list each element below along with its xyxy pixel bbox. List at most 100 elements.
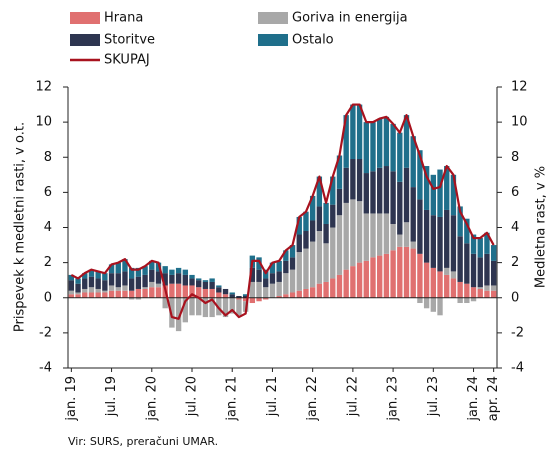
bar: [189, 285, 195, 298]
bar: [202, 280, 209, 282]
bar: [444, 166, 450, 210]
bar: [269, 283, 276, 298]
y2-tick-label: 4: [511, 220, 519, 235]
bar: [363, 260, 369, 298]
bar: [403, 222, 410, 247]
bar: [189, 274, 195, 279]
bar: [269, 262, 276, 274]
bar: [303, 231, 309, 249]
bar: [330, 278, 336, 298]
bar: [296, 234, 302, 253]
bar: [108, 285, 115, 291]
bar: [363, 213, 369, 261]
bar: [75, 283, 81, 293]
bar: [115, 262, 121, 274]
bar: [229, 297, 235, 314]
bar: [457, 236, 463, 282]
bar: [343, 202, 349, 270]
bar: [410, 248, 416, 298]
bar: [377, 255, 383, 298]
bar: [209, 288, 215, 298]
bar: [343, 269, 349, 298]
bar: [383, 116, 390, 167]
bar: [323, 281, 329, 298]
bar: [283, 294, 289, 298]
bar: [256, 257, 262, 270]
bar: [464, 283, 470, 298]
bar: [263, 278, 269, 288]
bar: [175, 283, 182, 298]
bar: [477, 288, 483, 298]
bar: [484, 290, 490, 298]
bar: [135, 267, 142, 277]
bar: [256, 297, 262, 302]
legend-label: Goriva in energija: [292, 11, 408, 26]
bar: [88, 287, 95, 293]
bar: [249, 267, 256, 282]
bar: [135, 288, 142, 298]
bar: [397, 234, 403, 247]
bar: [249, 297, 256, 304]
y2-tick-label: 8: [511, 150, 519, 165]
bar: [196, 297, 202, 316]
bar: [155, 287, 162, 298]
y-tick-label: 10: [35, 115, 52, 130]
bar: [209, 281, 215, 289]
bar: [350, 104, 356, 160]
bar: [350, 159, 356, 200]
x-tick-label: jul. 22: [345, 376, 360, 417]
bar: [88, 292, 95, 298]
bar: [490, 285, 497, 291]
bar: [149, 260, 155, 270]
bar: [82, 278, 88, 289]
bar: [457, 206, 463, 237]
bar: [175, 297, 182, 332]
x-tick-label: jan. 19: [64, 376, 79, 422]
bar: [430, 174, 437, 216]
bar: [316, 176, 323, 207]
y2-tick-label: 10: [511, 115, 528, 130]
bar: [390, 223, 396, 251]
bar: [82, 288, 88, 293]
y2-tick-label: -4: [511, 361, 524, 376]
bar: [417, 199, 423, 254]
bar: [242, 295, 249, 298]
bar: [236, 299, 242, 316]
bar: [68, 290, 75, 295]
y-tick-label: -4: [39, 361, 52, 376]
bar: [477, 257, 483, 288]
bar: [95, 288, 101, 293]
y2-tick-label: 0: [511, 290, 519, 305]
x-tick-label: jan. 24: [466, 376, 481, 422]
bar: [75, 292, 81, 295]
x-tick-label: jul. 19: [104, 376, 119, 417]
y2-tick-label: -2: [511, 325, 524, 340]
bar: [336, 188, 343, 216]
bar: [470, 234, 477, 254]
y-tick-label: 12: [35, 80, 52, 95]
bar: [122, 259, 128, 272]
bar: [289, 292, 296, 298]
bar: [149, 287, 155, 298]
bar: [289, 257, 296, 270]
bar: [423, 297, 430, 309]
y2-tick-label: 12: [511, 80, 528, 95]
bar: [444, 274, 450, 298]
y-tick-label: 0: [44, 290, 52, 305]
bar: [283, 260, 289, 274]
y-tick-label: 2: [44, 255, 52, 270]
bar: [256, 281, 262, 298]
bar: [350, 266, 356, 298]
x-tick-label: jan. 20: [144, 376, 159, 422]
bar: [216, 285, 222, 288]
y-tick-label: -2: [39, 325, 52, 340]
bar: [155, 283, 162, 288]
bar: [370, 213, 376, 258]
bar: [135, 297, 142, 300]
bar: [196, 280, 202, 288]
legend-swatch: [70, 34, 100, 46]
bar: [108, 273, 115, 286]
bar: [303, 288, 309, 298]
bar: [350, 199, 356, 267]
y2-axis-title: Medletna rast, v %: [534, 166, 549, 288]
